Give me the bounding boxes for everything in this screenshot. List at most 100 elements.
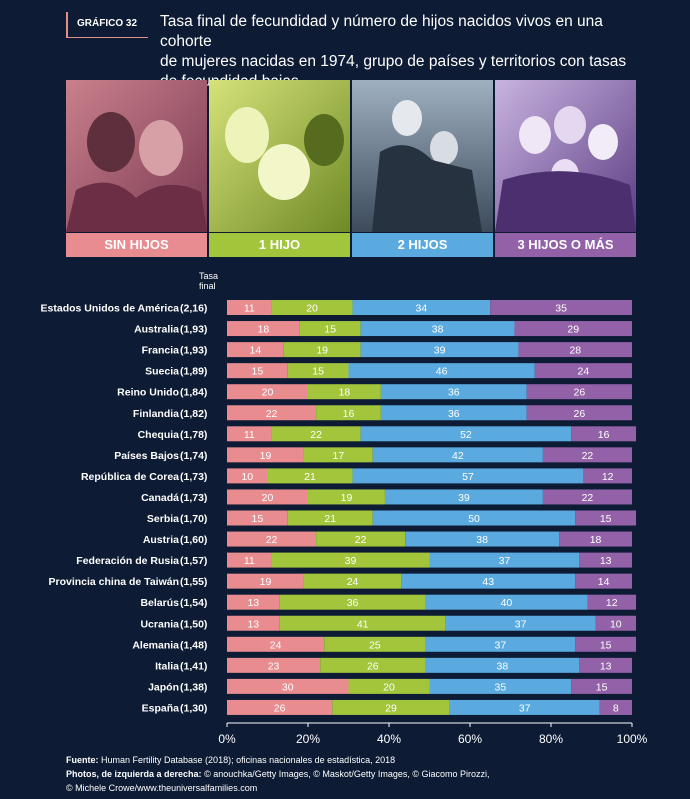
country-label: Ucrania (140, 618, 179, 630)
photos-note-2: © Michele Crowe/www.theuniversalfamilies… (66, 781, 490, 795)
bar-value-label: 26 (574, 408, 586, 420)
country-label: Japón (148, 681, 179, 693)
chart-badge: GRÁFICO 32 (66, 12, 148, 38)
rate-label: (1,78) (180, 429, 207, 441)
bar-segment (227, 573, 304, 589)
bar-segment (425, 594, 588, 610)
rate-label: (1,93) (180, 324, 207, 336)
category-label-text: 3 HIJOS O MÁS (517, 237, 614, 252)
bar-value-label: 38 (476, 534, 488, 546)
title-line: Tasa final de fecundidad y número de hij… (160, 13, 603, 50)
bar-value-label: 18 (590, 534, 602, 546)
photos-note: Photos, de izquierda a derecha: © anouch… (66, 767, 490, 781)
category-label-one-child: 1 HIJO (209, 233, 350, 257)
bar-segment (316, 405, 381, 421)
bar-segment (360, 321, 515, 337)
bar-segment (271, 426, 361, 442)
country-label: Italia (155, 660, 179, 672)
country-label: Australia (134, 324, 179, 336)
country-label: España (142, 702, 180, 714)
bar-segment (372, 510, 576, 526)
title-line: de mujeres nacidas en 1974, grupo de paí… (160, 53, 627, 70)
bar-value-label: 39 (345, 555, 357, 567)
rate-label: (1,82) (180, 408, 207, 420)
bar-segment (575, 510, 637, 526)
bar-value-label: 30 (282, 681, 294, 693)
bar-value-label: 36 (347, 597, 359, 609)
photo-three-children (495, 80, 636, 232)
bar-value-label: 19 (260, 450, 272, 462)
bar-value-label: 8 (613, 702, 619, 714)
bar-value-label: 17 (333, 450, 345, 462)
bar-value-label: 19 (260, 576, 272, 588)
bar-segment (518, 342, 632, 358)
bar-segment (380, 405, 527, 421)
bar-segment (283, 342, 361, 358)
source-label: Fuente: (66, 755, 99, 765)
bar-value-label: 15 (252, 513, 264, 525)
bar-value-label: 24 (270, 639, 282, 651)
bar-value-label: 20 (262, 387, 274, 399)
bar-segment (575, 636, 637, 652)
rate-label: (1,73) (180, 471, 207, 483)
bar-segment (425, 636, 576, 652)
x-tick-label: 80% (539, 732, 563, 746)
bar-value-label: 16 (343, 408, 355, 420)
rate-label: (1,70) (180, 513, 207, 525)
bar-value-label: 28 (569, 345, 581, 357)
bar-segment (227, 657, 321, 673)
country-label: Chequia (138, 429, 180, 441)
bar-value-label: 14 (250, 345, 262, 357)
bar-value-label: 19 (316, 345, 328, 357)
bar-value-label: 11 (244, 555, 255, 567)
bar-segment (227, 384, 308, 400)
bar-value-label: 20 (383, 681, 395, 693)
bar-value-label: 10 (610, 618, 622, 630)
bar-value-label: 50 (468, 513, 480, 525)
bar-value-label: 38 (432, 324, 444, 336)
bar-segment (303, 573, 402, 589)
bar-segment (360, 426, 572, 442)
footer-notes: Fuente: Human Fertility Database (2018);… (66, 753, 490, 795)
bar-value-label: 52 (460, 429, 472, 441)
rate-label: (2,16) (180, 303, 207, 315)
rate-label: (1,93) (180, 345, 207, 357)
rate-label: (1,55) (180, 576, 207, 588)
bar-segment (445, 615, 596, 631)
bar-value-label: 15 (596, 681, 608, 693)
bar-segment (227, 426, 272, 442)
bar-value-label: 13 (247, 618, 259, 630)
bar-segment (227, 510, 288, 526)
bar-segment (449, 699, 600, 715)
bar-value-label: 11 (244, 303, 255, 315)
photos-text: © anouchka/Getty Images, © Maskot/Getty … (204, 769, 490, 779)
rate-label: (1,73) (180, 492, 207, 504)
bar-segment (425, 657, 580, 673)
bar-segment (514, 321, 632, 337)
bar-segment (271, 300, 353, 315)
country-label: Alemania (132, 639, 179, 651)
bar-segment (227, 300, 272, 315)
rate-label: (1,48) (180, 639, 207, 651)
category-label-two-children: 2 HIJOS (352, 233, 493, 257)
source-text: Human Fertility Database (2018); oficina… (101, 755, 396, 765)
bar-value-label: 39 (458, 492, 470, 504)
country-label: Finlandia (133, 408, 179, 420)
country-label: Reino Unido (117, 387, 179, 399)
bar-value-label: 37 (495, 639, 507, 651)
photos-text-2: © Michele Crowe/www.theuniversalfamilies… (66, 783, 258, 793)
rate-label: (1,50) (180, 618, 207, 630)
rate-label: (1,60) (180, 534, 207, 546)
bar-segment (227, 447, 304, 463)
bar-segment (299, 321, 361, 337)
category-label-text: 2 HIJOS (397, 237, 448, 252)
photo-one-child (209, 80, 350, 232)
bar-value-label: 22 (582, 450, 594, 462)
rate-label: (1,38) (180, 681, 207, 693)
photo-two-children (352, 80, 493, 232)
stacked-bar-chart: Estados Unidos de América (2,16) 11 20 34 35… (41, 300, 648, 746)
bar-segment (571, 426, 637, 442)
bar-segment (227, 678, 349, 694)
bar-value-label: 26 (274, 702, 286, 714)
bar-segment (227, 594, 280, 610)
